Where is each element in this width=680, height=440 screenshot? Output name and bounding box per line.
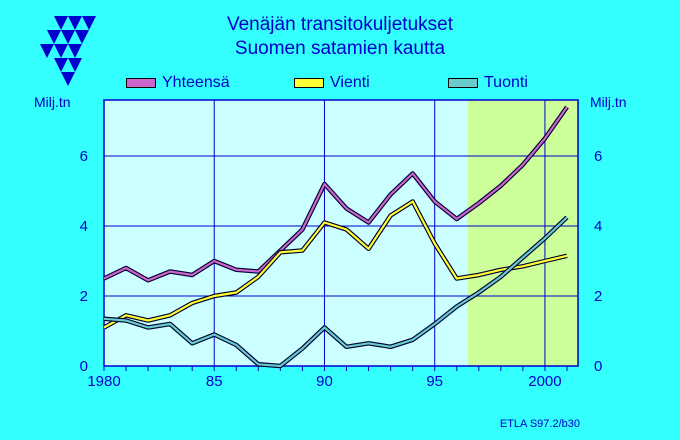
legend-label-export: Vienti — [330, 74, 370, 91]
legend-swatch-export — [294, 78, 324, 88]
legend-item-export: Vienti — [294, 73, 370, 93]
series-line-total — [103, 106, 568, 282]
legend-label-total: Yhteensä — [162, 74, 230, 91]
x-tick-label: 1980 — [87, 373, 120, 390]
legend-swatch-import — [448, 78, 478, 88]
source-credit: ETLA S97.2/b30 — [499, 418, 580, 430]
forecast-area — [467, 100, 578, 366]
chart-subtitle: Suomen satamien kautta — [234, 38, 446, 59]
triangle-logo-icon — [40, 16, 96, 86]
legend-item-total: Yhteensä — [126, 73, 230, 93]
x-tick-label: 85 — [206, 373, 223, 390]
y-tick-label-right: 6 — [594, 148, 602, 165]
y-tick-label-right: 2 — [594, 288, 602, 305]
y-tick-label-left: 2 — [80, 288, 88, 305]
x-tick-label: 90 — [316, 373, 333, 390]
plot-border — [103, 99, 579, 367]
legend-item-import: Tuonti — [448, 73, 528, 93]
y-tick-label-right: 4 — [594, 218, 602, 235]
chart-title: Venäjän transitokuljetukset — [226, 14, 454, 35]
y-tick-label-right: 0 — [594, 358, 602, 375]
x-tick-label: 2000 — [528, 373, 561, 390]
x-tick-label: 95 — [426, 373, 443, 390]
y-axis-label-right: Milj.tn — [590, 94, 627, 110]
y-tick-label-left: 4 — [80, 218, 88, 235]
y-axis-label-left: Milj.tn — [34, 94, 71, 110]
y-tick-label-left: 0 — [80, 358, 88, 375]
legend-label-import: Tuonti — [484, 74, 528, 91]
legend-swatch-total — [126, 78, 156, 88]
series-line-import — [103, 216, 568, 368]
series-line-export — [103, 200, 568, 329]
y-tick-label-left: 6 — [80, 148, 88, 165]
